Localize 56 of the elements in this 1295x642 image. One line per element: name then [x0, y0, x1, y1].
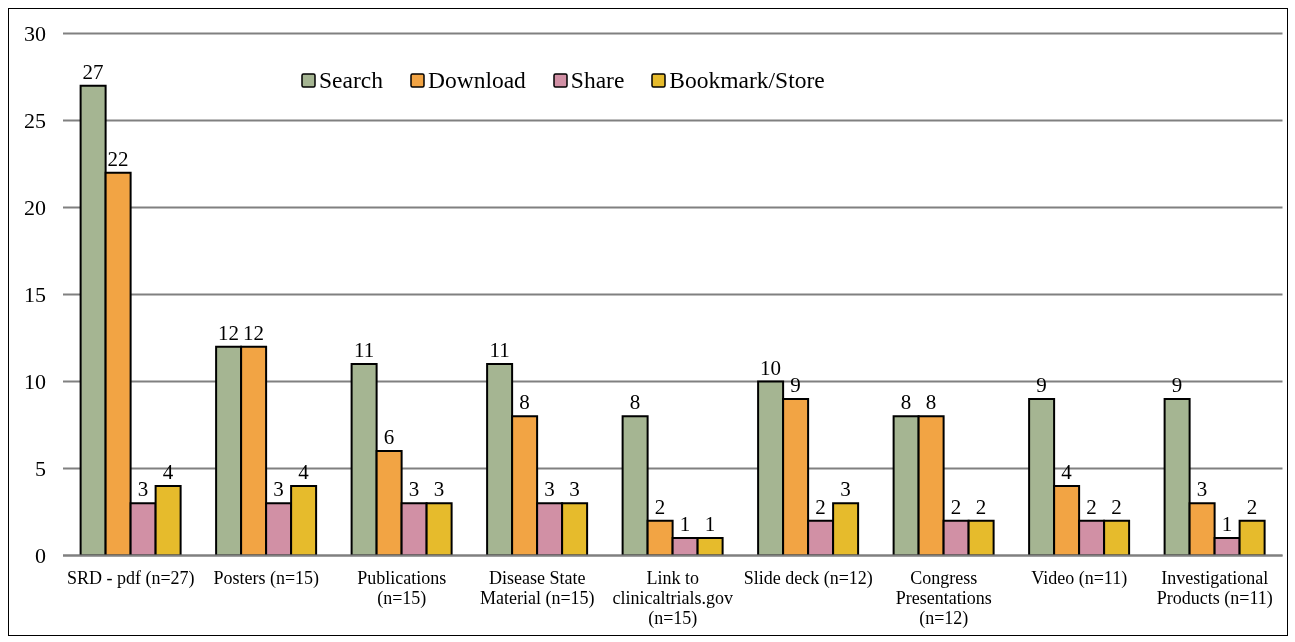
- data-label: 22: [107, 146, 129, 171]
- legend-label: Share: [570, 67, 625, 93]
- data-label: 6: [383, 425, 395, 450]
- data-label: 3: [408, 477, 420, 502]
- data-label: 11: [354, 338, 375, 363]
- y-tick-label: 30: [24, 21, 46, 47]
- x-tick-label: Congress Presentations (n=12): [895, 567, 992, 629]
- x-tick-label: Publications (n=15): [357, 567, 447, 609]
- data-label: 11: [489, 338, 510, 363]
- y-tick-label: 25: [24, 108, 46, 134]
- legend-label: Download: [427, 67, 526, 93]
- data-label: 9: [1036, 372, 1047, 397]
- x-tick-label: Link to clinicaltrials.gov (n=15): [612, 567, 733, 629]
- data-label: 12: [218, 320, 240, 345]
- y-tick-label: 10: [24, 369, 46, 395]
- data-label: 12: [243, 320, 265, 345]
- data-label: 8: [629, 390, 641, 415]
- x-tick-label: Slide deck (n=12): [743, 567, 873, 589]
- data-label: 1: [679, 512, 691, 537]
- data-label: 8: [900, 390, 912, 415]
- data-label: 9: [1171, 372, 1183, 397]
- data-label: 3: [273, 477, 284, 502]
- y-tick-label: 5: [35, 456, 46, 482]
- data-label: 2: [975, 494, 987, 519]
- data-label: 4: [162, 459, 174, 484]
- data-label: 8: [519, 390, 530, 415]
- legend-label: Search: [319, 67, 383, 93]
- data-label: 1: [1221, 512, 1233, 537]
- x-tick-label: Posters (n=15): [213, 567, 320, 589]
- data-label: 1: [704, 512, 716, 537]
- legend-label: Bookmark/Store: [669, 67, 825, 93]
- x-tick-label: Video (n=11): [1031, 567, 1128, 589]
- y-tick-label: 0: [35, 543, 46, 569]
- data-label: 4: [1061, 459, 1073, 484]
- data-label: 3: [569, 477, 580, 502]
- data-label: 2: [950, 494, 962, 519]
- y-tick-label: 15: [24, 282, 46, 308]
- data-label: 4: [298, 459, 310, 484]
- data-label: 8: [925, 390, 937, 415]
- y-tick-label: 20: [24, 195, 46, 221]
- x-tick-label: Disease State Material (n=15): [479, 567, 595, 609]
- data-label: 3: [840, 477, 851, 502]
- data-label: 3: [544, 477, 555, 502]
- data-label: 3: [1196, 477, 1208, 502]
- data-label: 27: [82, 59, 104, 84]
- x-tick-label: SRD - pdf (n=27): [66, 567, 195, 589]
- x-tick-label: Investigational Products (n=11): [1156, 567, 1273, 609]
- data-label: 2: [815, 494, 826, 519]
- data-label: 3: [137, 477, 149, 502]
- data-label: 9: [790, 372, 801, 397]
- data-label: 2: [654, 494, 666, 519]
- data-label: 10: [760, 355, 782, 380]
- data-label: 2: [1111, 494, 1122, 519]
- data-label: 3: [433, 477, 445, 502]
- data-label: 2: [1086, 494, 1097, 519]
- data-label: 2: [1246, 494, 1258, 519]
